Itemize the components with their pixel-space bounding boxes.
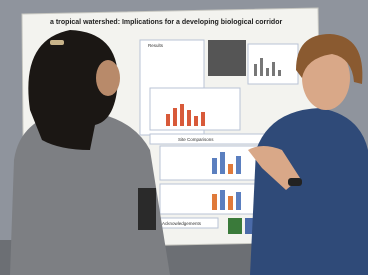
page: a tropical watershed: Implications for a… [0,0,368,275]
person-face [96,60,120,96]
hair-clip [50,40,64,45]
watch [288,178,302,186]
logo [228,218,242,234]
photo: a tropical watershed: Implications for a… [0,0,368,275]
section-heading: Site Comparisons [178,137,214,142]
panel [160,146,260,180]
poster-title: a tropical watershed: Implications for a… [50,19,282,26]
section-heading: Results [148,43,164,48]
panel [160,184,260,214]
person-shirt [250,108,368,275]
section-heading: Acknowledgements [162,221,202,226]
photo-thumbnail [208,40,246,76]
notebook [138,188,156,230]
